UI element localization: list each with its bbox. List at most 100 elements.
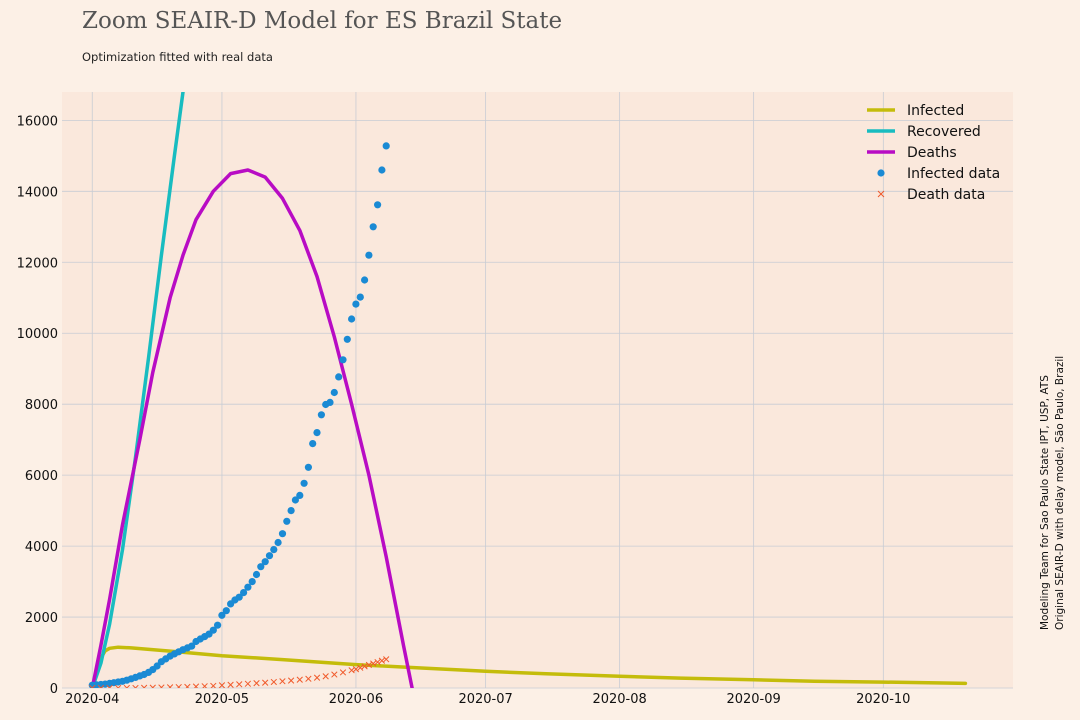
death-data-point — [305, 675, 312, 682]
death-data-point — [140, 684, 148, 688]
infected-data-point — [313, 429, 321, 437]
grid — [62, 92, 1013, 689]
death-data-point — [132, 684, 139, 688]
death-data-point — [123, 684, 130, 688]
death-data-point — [149, 684, 156, 688]
x-tick-label: 2020-10 — [856, 692, 910, 707]
infected-data-point — [326, 398, 334, 406]
infected-data-point — [348, 315, 356, 323]
infected-data-point — [361, 276, 369, 284]
y-tick-label: 8000 — [25, 398, 58, 413]
death-data-point — [236, 681, 243, 688]
death-data-point — [166, 684, 174, 688]
infected-data-point — [309, 440, 317, 448]
death-data-point — [296, 676, 303, 683]
infected-data-point — [369, 223, 377, 231]
infected-data-point — [278, 530, 287, 538]
death-data-point — [262, 679, 269, 686]
infected-data-point — [270, 546, 278, 554]
death-data-point — [270, 678, 277, 686]
death-data-point — [115, 684, 122, 688]
side-note: Modeling Team for Sao Paulo State IPT, U… — [1039, 356, 1066, 630]
x-tick-label: 2020-04 — [65, 692, 119, 707]
death-data-point — [357, 664, 364, 671]
legend-swatch — [877, 190, 885, 198]
infected-data-point — [317, 411, 325, 419]
infected-data-point — [378, 166, 386, 174]
legend-label: Infected — [907, 103, 964, 119]
infected-data-point — [343, 335, 351, 343]
death-data-point — [339, 669, 347, 676]
infected-data-point — [291, 496, 299, 504]
infected-data-point — [300, 479, 308, 487]
y-tick-label: 4000 — [25, 540, 58, 555]
chart-title: Zoom SEAIR-D Model for ES Brazil State — [82, 8, 563, 34]
legend-label: Deaths — [907, 145, 957, 161]
legend-label: Death data — [907, 187, 985, 203]
deaths-line — [90, 168, 414, 688]
infected-line — [90, 645, 968, 688]
y-tick-label: 16000 — [17, 114, 58, 129]
death-data-point — [210, 682, 217, 688]
death-data-point — [370, 660, 377, 667]
y-tick-label: 10000 — [17, 327, 58, 342]
x-tick-label: 2020-06 — [329, 692, 383, 707]
infected-data-point — [240, 589, 248, 597]
infected-data-point — [257, 563, 265, 571]
side-note-line2: Original SEAIR-D with delay model, São P… — [1054, 356, 1066, 630]
infected-data-point — [235, 593, 243, 601]
axes: 0 2000 4000 6000 8000 10000 12000 14000 16000 202… — [17, 114, 911, 707]
death-data-point — [218, 682, 226, 688]
infected-data-point — [261, 558, 269, 566]
infected-data-point — [265, 552, 274, 560]
death-data-point — [322, 673, 329, 680]
plot-area — [62, 92, 1013, 688]
y-tick-label: 2000 — [25, 611, 58, 626]
legend-item-deaths: Deaths — [867, 145, 957, 161]
chart-subtitle: Optimization fitted with real data — [82, 50, 273, 64]
death-data-point — [365, 661, 373, 669]
death-data-point — [184, 683, 191, 688]
infected-data-point — [283, 517, 291, 525]
infected-data-point — [296, 491, 304, 499]
infected-data-point — [374, 201, 382, 209]
death-data-point — [158, 684, 165, 688]
death-data-point — [97, 684, 105, 688]
legend-item-infected: Infected — [867, 103, 964, 119]
death-data-point — [361, 663, 368, 670]
legend-swatch — [877, 169, 885, 177]
infected-data-point — [304, 463, 312, 471]
infected-data-point — [248, 578, 256, 586]
death-data-point — [287, 677, 295, 684]
x-tick-label: 2020-08 — [592, 692, 646, 707]
legend-item-death-data: Death data — [877, 187, 985, 203]
infected-data-point — [339, 356, 347, 364]
infected-data-point — [244, 583, 252, 591]
infected-data-point — [218, 611, 226, 619]
death-data-point — [331, 671, 338, 678]
series-layer — [88, 92, 968, 688]
death-data-point — [201, 683, 208, 688]
legend-item-recovered: Recovered — [867, 124, 981, 140]
infected-data-point — [274, 538, 282, 547]
death-data-point — [313, 674, 321, 681]
infected-data-point — [188, 642, 196, 650]
y-tick-label: 6000 — [25, 469, 58, 484]
legend-item-infected-data: Infected data — [877, 166, 1000, 182]
x-tick-label: 2020-09 — [726, 692, 780, 707]
death-data-point — [175, 683, 182, 688]
death-data-point — [279, 678, 286, 685]
death-data-point — [192, 683, 200, 688]
death-data-point — [383, 656, 390, 663]
death-data-point — [374, 658, 381, 666]
side-note-line1: Modeling Team for Sao Paulo State IPT, U… — [1039, 375, 1051, 630]
x-tick-label: 2020-07 — [458, 692, 512, 707]
infected-data-point — [356, 293, 364, 301]
death-data-point — [253, 680, 260, 687]
infected-data-point — [252, 570, 261, 579]
death-data-point — [106, 684, 113, 688]
death-data-point — [89, 684, 96, 688]
infected-data-point — [382, 142, 390, 150]
y-tick-label: 12000 — [17, 256, 58, 271]
